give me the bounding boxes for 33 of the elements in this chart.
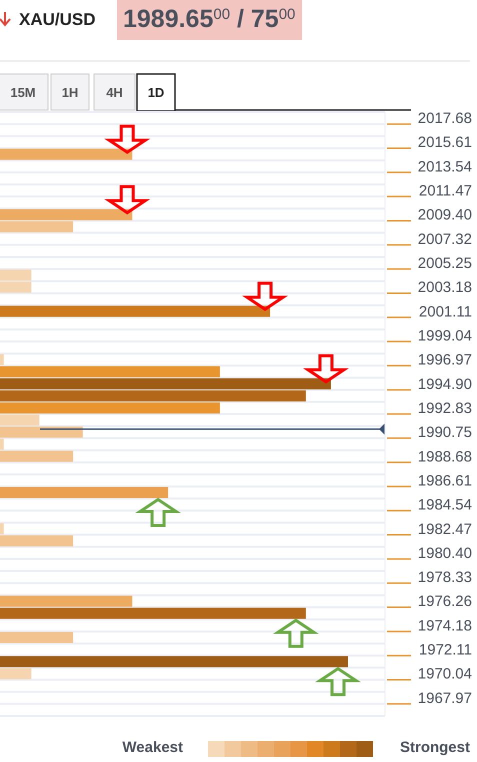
y-tick-label: 1976.26 <box>418 593 472 610</box>
y-tick-label: 1996.97 <box>418 352 472 369</box>
y-tick-label: 1970.04 <box>418 666 472 683</box>
chart-subtitle: 1989.65$^{00}$ / 75$^{00}$ <box>123 5 296 33</box>
y-tick-label: 2003.18 <box>418 279 472 296</box>
y-tick-label: 1994.90 <box>418 376 472 393</box>
y-tick-label: 2001.11 <box>418 303 472 320</box>
text: 1H <box>62 85 78 100</box>
y-tick-label: 1980.40 <box>418 544 472 562</box>
y-tick-label: 1967.97 <box>418 690 472 707</box>
y-tick-label: 2015.61 <box>418 134 472 152</box>
y-tick-label: 1990.75 <box>418 424 472 442</box>
y-tick-label: 1978.33 <box>418 569 472 586</box>
y-tick-label: 1999.04 <box>418 327 472 344</box>
chart-title: XAU/USD <box>19 10 96 29</box>
y-tick-label: 2007.32 <box>418 230 472 248</box>
y-tick-label: 2009.40 <box>418 206 472 224</box>
y-tick-label: 1982.47 <box>418 520 472 538</box>
text: 1D <box>148 85 164 100</box>
text: Strongest <box>400 739 470 756</box>
text: Weakest <box>122 739 184 756</box>
text: 4H <box>106 85 123 100</box>
y-tick-label: 2005.25 <box>418 255 472 272</box>
y-tick-label: 2011.47 <box>418 182 472 200</box>
y-tick-label: 1988.68 <box>418 448 472 466</box>
y-tick-label: 1972.11 <box>418 642 472 659</box>
y-tick-label: 1974.18 <box>418 617 472 634</box>
y-tick-label: 1984.54 <box>418 496 472 514</box>
y-tick-label: 2013.54 <box>418 158 472 176</box>
y-tick-label: 2017.68 <box>418 110 472 128</box>
text: 15M <box>10 85 36 100</box>
y-tick-label: 1992.83 <box>418 400 472 417</box>
y-tick-label: 1986.61 <box>418 472 472 490</box>
